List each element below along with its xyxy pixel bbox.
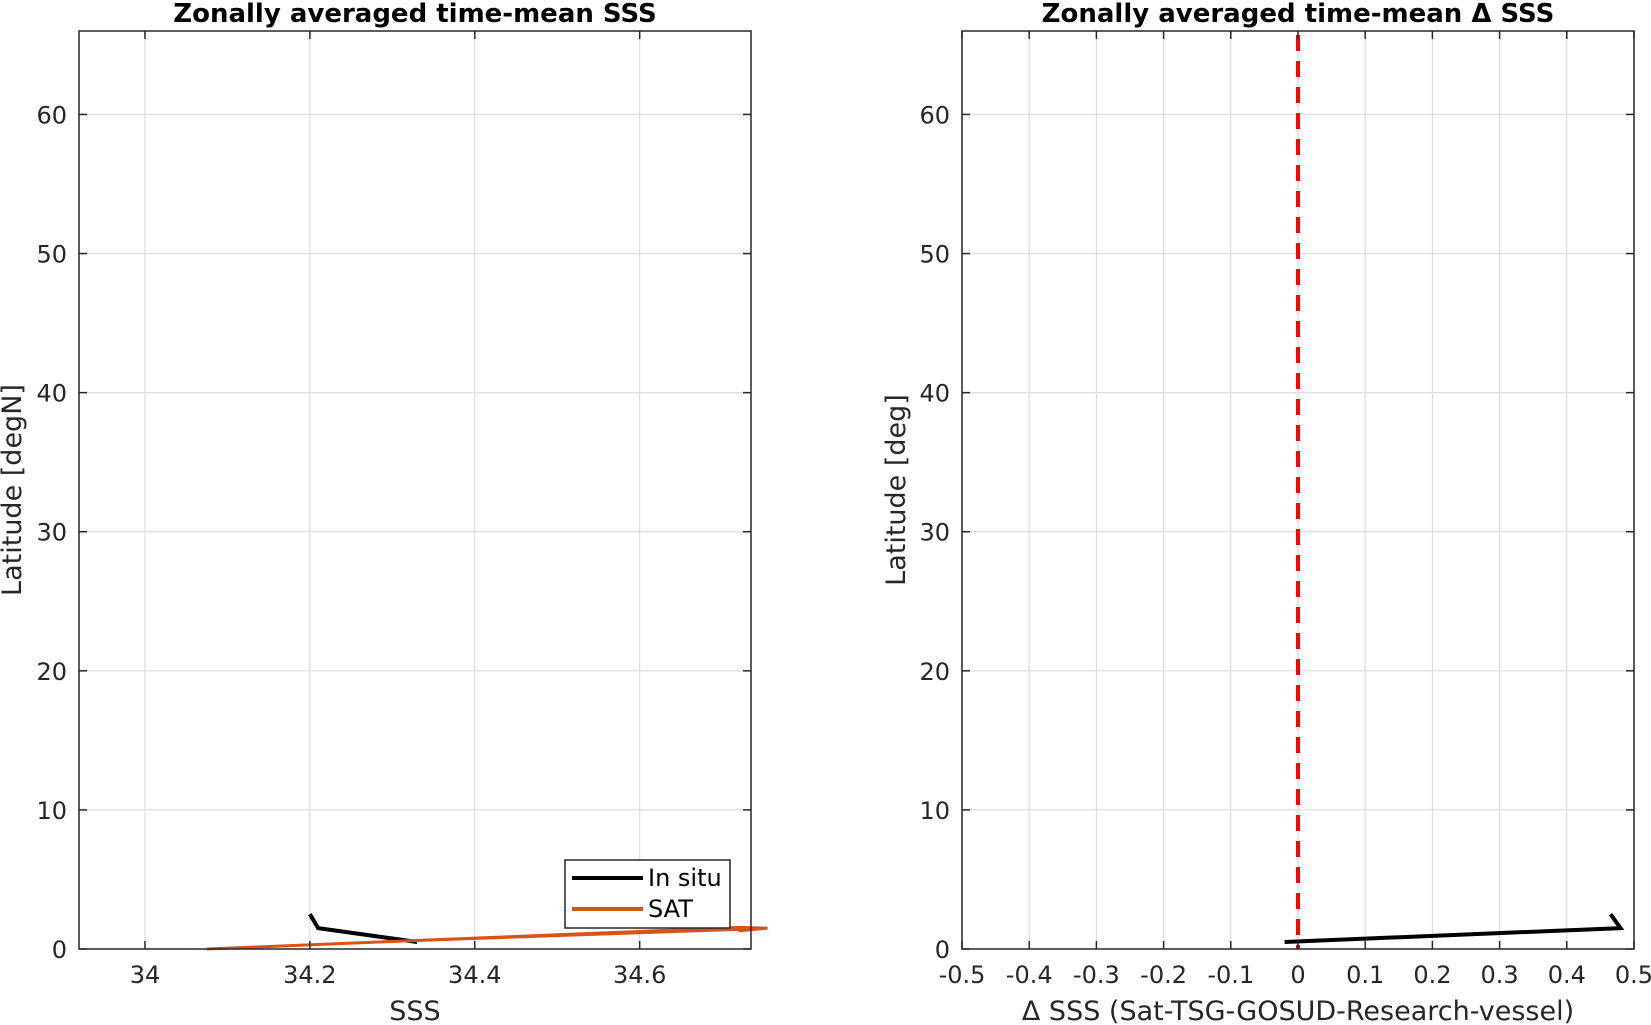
legend-label: In situ <box>648 864 722 892</box>
x-tick-label: -0.3 <box>1073 961 1120 989</box>
panel-delta-sss: -0.5 -0.4 -0.3 -0.2 -0.1 0 0.1 0.2 0.3 0.4 0.5 0 10 2… <box>881 0 1651 1025</box>
y-tick-label: 40 <box>36 380 67 408</box>
series-line-in-situ <box>308 913 418 944</box>
x-tick-label: 34.6 <box>613 961 666 989</box>
x-tick-label: 0.2 <box>1413 961 1451 989</box>
x-axis-label: Δ SSS (Sat-TSG-GOSUD-Research-vessel) <box>1022 996 1574 1025</box>
y-axis-label: Latitude [degN] <box>0 384 28 596</box>
x-tick-label: 0.1 <box>1346 961 1384 989</box>
x-tick-label: 34.2 <box>283 961 336 989</box>
y-tick-label: 50 <box>36 241 67 269</box>
y-tick-label: 60 <box>919 101 950 129</box>
x-tick-label: 34 <box>130 961 161 989</box>
plot-area <box>79 31 751 949</box>
chart-title: Zonally averaged time-mean Δ SSS <box>1042 0 1555 29</box>
y-tick-label: 10 <box>36 797 67 825</box>
axes-box <box>78 30 752 950</box>
series-line-sat <box>206 925 768 951</box>
y-tick-label: 20 <box>36 658 67 686</box>
x-tick-label: 0.5 <box>1615 961 1651 989</box>
y-tick-label: 60 <box>36 101 67 129</box>
y-tick-label: 20 <box>919 658 950 686</box>
x-axis-label: SSS <box>389 996 440 1025</box>
x-tick-label: -0.2 <box>1140 961 1187 989</box>
y-tick-label: 50 <box>919 241 950 269</box>
y-tick-label: 30 <box>919 519 950 547</box>
x-tick-label: -0.1 <box>1207 961 1254 989</box>
legend-box <box>564 859 731 929</box>
y-tick-label: 0 <box>52 936 67 964</box>
x-tick-label: 0.4 <box>1548 961 1586 989</box>
y-axis-label: Latitude [deg] <box>881 394 912 586</box>
y-tick-label: 0 <box>935 936 950 964</box>
x-tick-label: 0 <box>1290 961 1305 989</box>
panel-sss: 34 34.2 34.4 34.6 0 10 20 30 40 50 60 Zonally avera… <box>0 0 768 1025</box>
series-line-delta <box>1284 913 1625 944</box>
x-tick-label: -0.5 <box>939 961 986 989</box>
y-tick-label: 30 <box>36 519 67 547</box>
legend-label: SAT <box>648 895 693 923</box>
chart-title: Zonally averaged time-mean SSS <box>173 0 657 29</box>
x-tick-label: -0.4 <box>1006 961 1053 989</box>
y-tick-label: 40 <box>919 380 950 408</box>
y-tick-label: 10 <box>919 797 950 825</box>
x-tick-label: 34.4 <box>448 961 501 989</box>
x-tick-label: 0.3 <box>1481 961 1519 989</box>
